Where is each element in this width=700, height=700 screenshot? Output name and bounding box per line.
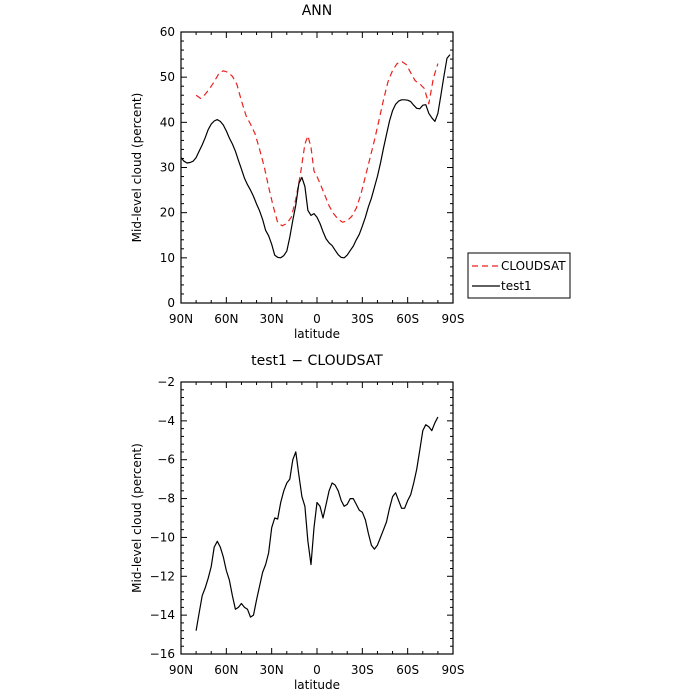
chart1-x-tick-label: 60S (396, 312, 419, 326)
chart1-legend-label: test1 (501, 279, 532, 293)
chart1-x-tick-label: 90S (442, 312, 465, 326)
chart1-series-cloudsat-line (195, 60, 439, 227)
chart2-y-axis-label: Mid-level cloud (percent) (130, 443, 144, 593)
chart1-title: ANN (302, 3, 333, 19)
chart2-y-tick-label: −8 (157, 492, 175, 506)
chart1-x-tick-label: 90N (169, 312, 193, 326)
chart2-x-tick-label: 90S (442, 663, 465, 677)
chart2-series-diff-line (195, 416, 439, 631)
chart1-y-tick-label: 0 (167, 296, 175, 310)
chart1-legend-box (467, 252, 571, 299)
chart1-x-tick-label: 30N (260, 312, 284, 326)
chart2-plot-frame (180, 381, 454, 655)
chart1-y-tick-label: 20 (160, 206, 175, 220)
chart2-y-tick-label: −10 (150, 530, 175, 544)
chart1-legend-label: CLOUDSAT (501, 259, 566, 273)
chart2-y-tick-label: −4 (157, 414, 175, 428)
chart2-x-tick-label: 60S (396, 663, 419, 677)
chart1-x-tick-label: 60N (214, 312, 238, 326)
chart1-x-axis-label: latitude (294, 327, 340, 341)
chart1-plot-frame (180, 31, 454, 304)
chart1-x-tick-label: 0 (313, 312, 321, 326)
chart2-title: test1 − CLOUDSAT (251, 353, 383, 369)
chart2-y-tick-label: −14 (150, 608, 175, 622)
chart2-x-axis-label: latitude (294, 678, 340, 692)
chart1-series-test1-line (180, 54, 451, 259)
chart2-y-tick-label: −16 (150, 647, 175, 661)
chart2-x-tick-label: 30N (260, 663, 284, 677)
chart1-y-tick-label: 40 (160, 115, 175, 129)
chart1-y-tick-label: 50 (160, 70, 175, 84)
chart2-y-tick-label: −6 (157, 453, 175, 467)
chart2-y-tick-label: −12 (150, 569, 175, 583)
chart1-y-tick-label: 60 (160, 25, 175, 39)
chart2-x-tick-label: 30S (351, 663, 374, 677)
chart1-x-tick-label: 30S (351, 312, 374, 326)
chart1-y-axis-label: Mid-level cloud (percent) (130, 93, 144, 243)
chart2-x-tick-label: 0 (313, 663, 321, 677)
chart1-y-tick-label: 10 (160, 251, 175, 265)
chart2-x-tick-label: 60N (214, 663, 238, 677)
chart2-y-tick-label: −2 (157, 375, 175, 389)
chart2-x-tick-label: 90N (169, 663, 193, 677)
chart1-y-tick-label: 30 (160, 161, 175, 175)
